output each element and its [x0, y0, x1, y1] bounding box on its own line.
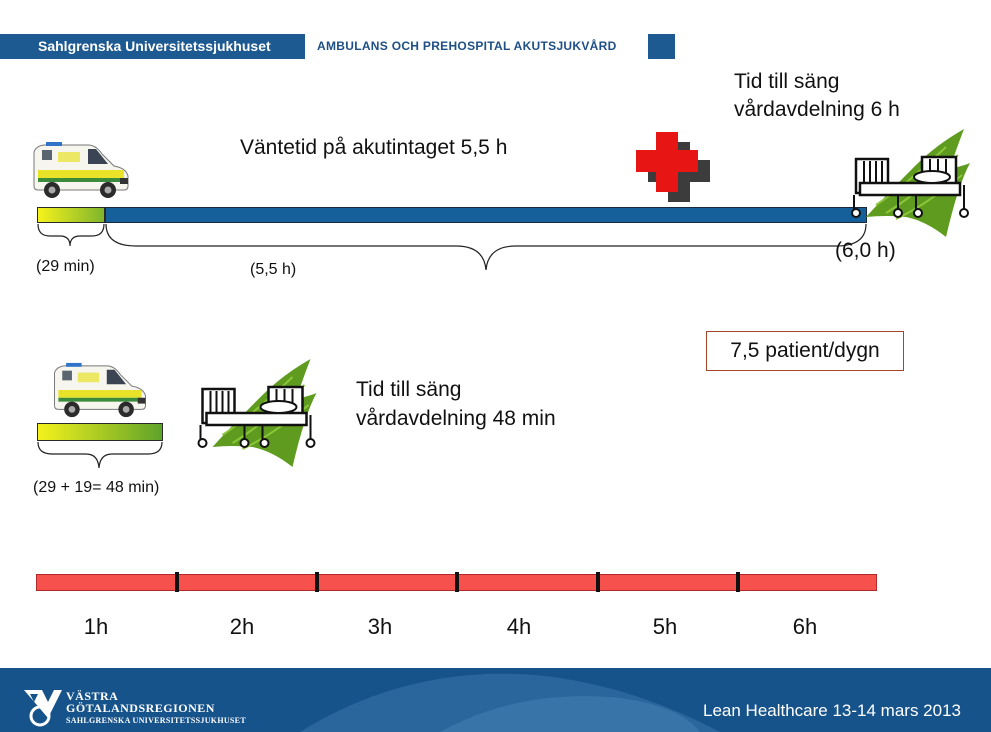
hospital-bed-icon — [851, 129, 970, 237]
timeline-label-5h: 5h — [652, 614, 678, 639]
hospital-bed-icon — [197, 359, 317, 467]
timeline-label-1h: 1h — [83, 614, 109, 639]
wait-time-bar — [105, 207, 867, 223]
wait-time-label: Väntetid på akutintaget 5,5 h — [240, 136, 508, 159]
total-time-label: (6,0 h) — [835, 239, 896, 262]
bed-time-line1: Tid till säng — [734, 70, 840, 93]
timeline-tick — [596, 572, 600, 592]
bed-time-new-line1: Tid till säng — [356, 378, 462, 401]
timeline-tick — [175, 572, 179, 592]
ambulance-time-bar-new — [37, 423, 163, 441]
header-org-name: Sahlgrenska Universitetssjukhuset — [0, 34, 305, 59]
duration-braces — [37, 223, 867, 271]
footer-wave — [300, 673, 720, 732]
event-label: Lean Healthcare 13-14 mars 2013 — [703, 701, 961, 720]
logo-text-line2: GÖTALANDSREGIONEN — [66, 701, 215, 715]
duration-brace-new — [37, 441, 163, 469]
patient-rate-box: 7,5 patient/dygn — [706, 331, 904, 371]
ambulance-icon — [33, 142, 129, 198]
timeline-tick — [736, 572, 740, 592]
timeline-label-3h: 3h — [367, 614, 393, 639]
header-accent-square — [648, 34, 675, 59]
header-department: AMBULANS OCH PREHOSPITAL AKUTSJUKVÅRD — [305, 34, 648, 59]
segment-ambulance-label: (29 min) — [36, 258, 95, 275]
timeline-tick — [315, 572, 319, 592]
bed-time-new-line2: vårdavdelning 48 min — [356, 407, 556, 430]
ambulance-time-bar — [37, 207, 105, 223]
ambulance-icon — [54, 362, 146, 418]
segment-wait-label: (5,5 h) — [250, 261, 297, 278]
logo-text-line1: VÄSTRA — [66, 689, 119, 703]
logo-text-line3: SAHLGRENSKA UNIVERSITETSSJUKHUSET — [66, 716, 246, 725]
timeline-label-2h: 2h — [229, 614, 255, 639]
timeline-label-6h: 6h — [792, 614, 818, 639]
region-logo-icon — [24, 690, 62, 727]
timeline-label-4h: 4h — [506, 614, 532, 639]
timeline-tick — [455, 572, 459, 592]
bed-time-line2: vårdavdelning 6 h — [734, 98, 900, 121]
segment-new-label: (29 + 19= 48 min) — [33, 479, 160, 496]
hospital-cross-icon — [636, 132, 710, 202]
footer-band — [0, 668, 991, 732]
